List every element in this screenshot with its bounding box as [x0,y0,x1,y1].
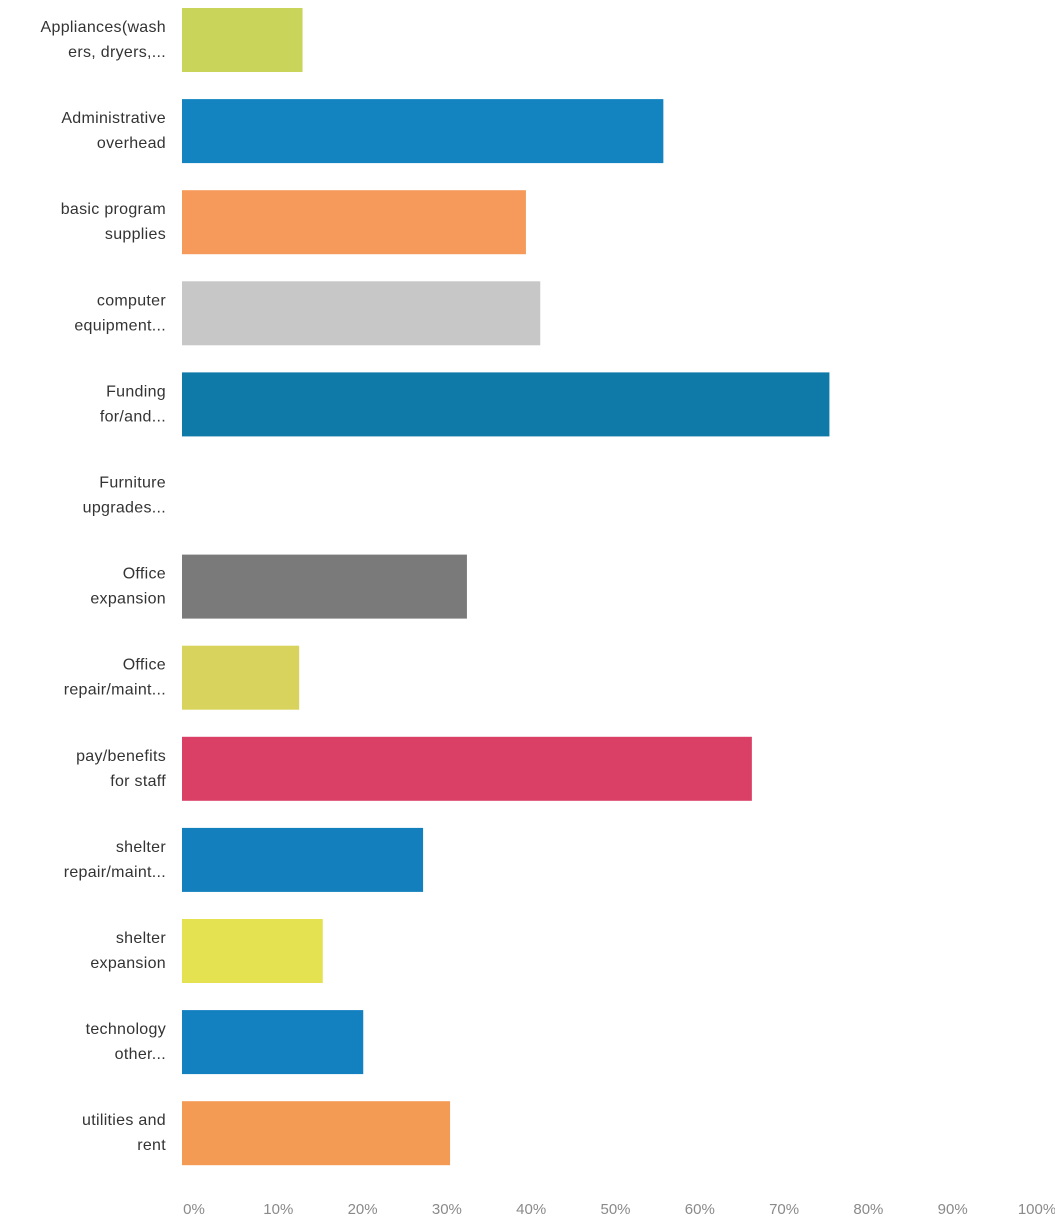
category-label-line: upgrades... [83,500,166,517]
x-tick-label: 100% [1018,1201,1055,1218]
category-label-line: equipment... [74,317,166,334]
bar-2 [182,190,526,255]
x-tick-label: 20% [348,1201,378,1218]
category-label-8: pay/benefits for staff [76,748,166,790]
category-label-0: Appliances(wash ers, dryers,... [41,19,166,61]
x-tick-label: 90% [938,1201,968,1218]
x-tick-label: 40% [516,1201,546,1218]
category-label-line: for staff [110,773,166,790]
category-label-line: Administrative [61,110,166,127]
category-label-line: for/and... [100,408,166,425]
bar-1 [182,99,664,164]
category-label-1: Administrative overhead [61,110,166,152]
bar-10 [182,919,323,983]
category-label-line: Furniture [99,475,166,492]
category-label-line: utilities and [82,1112,166,1129]
category-label-7: Office repair/maint... [64,657,166,699]
category-label-9: shelter repair/maint... [64,839,167,881]
bar-12 [182,1101,451,1166]
category-label-line: shelter [116,839,166,856]
category-label-line: expansion [90,591,166,608]
category-label-line: technology [86,1021,166,1038]
bar-4 [182,372,830,437]
category-label-line: shelter [116,930,166,947]
category-label-line: Appliances(wash [41,19,166,36]
x-tick-label: 80% [853,1201,883,1218]
bar-9 [182,827,424,892]
bars-group [182,8,830,1166]
bar-7 [182,645,300,710]
category-label-6: Office expansion [90,566,166,608]
x-tick-label: 60% [685,1201,715,1218]
category-label-line: overhead [97,135,166,152]
category-label-5: Furniture upgrades... [83,475,166,517]
bar-8 [182,736,752,801]
x-tick-label: 30% [432,1201,462,1218]
bar-3 [182,281,541,346]
category-label-line: expansion [90,955,166,972]
category-label-line: Office [123,657,166,674]
x-tick-label: 0% [183,1201,205,1218]
category-label-line: other... [115,1046,166,1063]
x-axis-ticks: 0% 10% 20% 30% 40% 50% 60% 70% 80% 90% 100% [183,1201,1055,1218]
category-label-line: rent [137,1137,166,1154]
category-label-line: Office [123,566,166,583]
category-label-line: repair/maint... [64,864,166,881]
bar-0 [182,8,303,72]
category-label-11: technology other... [86,1021,166,1063]
x-tick-label: 10% [263,1201,293,1218]
category-label-line: basic program [61,201,166,218]
category-label-line: computer [97,292,166,309]
category-label-line: ers, dryers,... [68,44,166,61]
category-label-4: Funding for/and... [100,383,166,425]
x-tick-label: 70% [769,1201,799,1218]
bar-11 [182,1010,364,1075]
bar-6 [182,554,467,619]
category-label-2: basic program supplies [61,201,166,243]
category-labels: Appliances(wash ers, dryers,... Administra… [41,19,167,1154]
category-label-line: Funding [106,383,166,400]
category-label-3: computer equipment... [74,292,166,334]
category-label-12: utilities and rent [82,1112,166,1154]
x-tick-label: 50% [600,1201,630,1218]
category-label-10: shelter expansion [90,930,166,972]
category-label-line: pay/benefits [76,748,166,765]
category-label-line: repair/maint... [64,682,166,699]
category-label-line: supplies [105,226,166,243]
